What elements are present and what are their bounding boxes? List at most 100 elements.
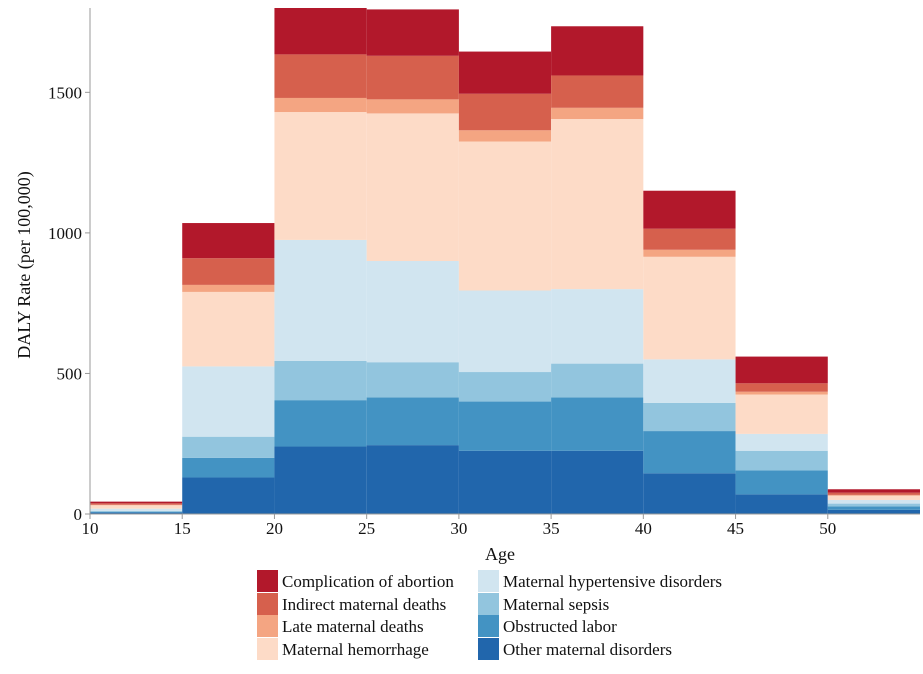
x-tick-label: 50 [819, 519, 836, 538]
bar-segment-maternal-hypertensive-disorders-20 [274, 239, 367, 361]
bar-segment-other-maternal-disorders-35 [551, 450, 644, 514]
bar-segment-indirect-maternal-deaths-20 [274, 54, 367, 98]
bar-segment-maternal-hypertensive-disorders-10 [90, 508, 183, 511]
bar-segment-obstructed-labor-25 [366, 397, 459, 446]
legend-swatch-maternal-hemorrhage [257, 638, 278, 660]
bar-segment-late-maternal-deaths-50 [827, 494, 920, 496]
legend-swatch-complication-of-abortion [257, 570, 278, 592]
bar-segment-indirect-maternal-deaths-25 [366, 55, 459, 100]
bar-segment-indirect-maternal-deaths-50 [827, 492, 920, 495]
bar-segment-late-maternal-deaths-30 [458, 130, 552, 142]
bar-segment-complication-of-abortion-45 [735, 356, 828, 384]
bar-segment-maternal-hypertensive-disorders-15 [182, 366, 275, 437]
bar-segment-maternal-hemorrhage-20 [274, 112, 367, 240]
bar-segment-complication-of-abortion-25 [366, 9, 459, 56]
bar-segment-maternal-hypertensive-disorders-40 [643, 359, 736, 403]
legend-label-complication-of-abortion: Complication of abortion [282, 572, 454, 591]
bar-segment-maternal-hemorrhage-50 [827, 495, 920, 500]
bar-segment-maternal-hemorrhage-40 [643, 256, 736, 360]
x-tick-label: 10 [82, 519, 99, 538]
bar-segment-other-maternal-disorders-40 [643, 473, 736, 514]
bar-segment-other-maternal-disorders-10 [90, 512, 183, 514]
bar-segment-complication-of-abortion-35 [551, 26, 644, 76]
bar-segment-other-maternal-disorders-45 [735, 494, 828, 514]
legend: Complication of abortion Indirect materna… [257, 570, 722, 660]
bar-segment-indirect-maternal-deaths-40 [643, 228, 736, 250]
x-tick-label: 40 [635, 519, 652, 538]
bar-segment-maternal-hypertensive-disorders-50 [827, 499, 920, 504]
bar-segment-maternal-sepsis-25 [366, 362, 459, 398]
bar-segment-other-maternal-disorders-30 [458, 450, 552, 514]
bar-segment-complication-of-abortion-30 [458, 51, 552, 94]
y-tick-label: 1000 [48, 224, 82, 243]
bar-segment-maternal-hypertensive-disorders-35 [551, 289, 644, 364]
bar-segment-late-maternal-deaths-20 [274, 97, 367, 113]
bar-segment-complication-of-abortion-40 [643, 190, 736, 229]
bar-segment-maternal-hemorrhage-25 [366, 113, 459, 261]
x-tick-label: 35 [543, 519, 560, 538]
bars-group [90, 8, 920, 514]
legend-swatch-late-maternal-deaths [257, 615, 278, 637]
bar-segment-maternal-sepsis-45 [735, 450, 828, 471]
bar-segment-obstructed-labor-35 [551, 397, 644, 451]
bar-segment-complication-of-abortion-20 [274, 8, 367, 55]
x-tick-label: 25 [358, 519, 375, 538]
bar-segment-complication-of-abortion-50 [827, 489, 920, 493]
legend-label-maternal-sepsis: Maternal sepsis [503, 595, 609, 614]
bar-segment-maternal-sepsis-35 [551, 363, 644, 398]
legend-swatch-indirect-maternal-deaths [257, 593, 278, 615]
x-tick-label: 15 [174, 519, 191, 538]
bar-segment-maternal-hemorrhage-15 [182, 291, 275, 367]
bar-segment-obstructed-labor-50 [827, 506, 920, 510]
x-tick-label: 20 [266, 519, 283, 538]
bar-segment-other-maternal-disorders-15 [182, 477, 275, 514]
bar-segment-maternal-hypertensive-disorders-45 [735, 433, 828, 451]
bar-segment-late-maternal-deaths-35 [551, 107, 644, 120]
legend-label-maternal-hypertensive-disorders: Maternal hypertensive disorders [503, 572, 722, 591]
y-tick-label: 1500 [48, 83, 82, 102]
bar-segment-complication-of-abortion-10 [90, 501, 183, 504]
bar-segment-maternal-sepsis-50 [827, 503, 920, 507]
bar-segment-obstructed-labor-15 [182, 457, 275, 478]
legend-label-late-maternal-deaths: Late maternal deaths [282, 617, 424, 636]
bar-segment-maternal-hemorrhage-10 [90, 505, 183, 509]
bar-segment-maternal-hemorrhage-30 [458, 141, 552, 291]
y-tick-label: 0 [74, 505, 83, 524]
bar-segment-maternal-sepsis-10 [90, 510, 183, 512]
bar-segment-indirect-maternal-deaths-35 [551, 75, 644, 108]
bar-segment-complication-of-abortion-15 [182, 223, 275, 259]
y-tick-label: 500 [57, 364, 83, 383]
bar-segment-indirect-maternal-deaths-15 [182, 258, 275, 285]
bar-segment-obstructed-labor-45 [735, 470, 828, 495]
x-tick-label: 30 [450, 519, 467, 538]
legend-swatch-maternal-sepsis [478, 593, 499, 615]
bar-segment-obstructed-labor-20 [274, 400, 367, 447]
bar-segment-indirect-maternal-deaths-45 [735, 383, 828, 392]
bar-segment-other-maternal-disorders-20 [274, 446, 367, 514]
bar-segment-maternal-sepsis-30 [458, 372, 552, 402]
legend-label-maternal-hemorrhage: Maternal hemorrhage [282, 640, 429, 659]
bar-segment-obstructed-labor-30 [458, 401, 552, 451]
bar-segment-late-maternal-deaths-10 [90, 504, 183, 506]
legend-label-obstructed-labor: Obstructed labor [503, 617, 617, 636]
bar-segment-late-maternal-deaths-15 [182, 284, 275, 292]
bar-segment-late-maternal-deaths-45 [735, 391, 828, 395]
legend-swatch-other-maternal-disorders [478, 638, 499, 660]
bar-segment-late-maternal-deaths-40 [643, 249, 736, 257]
bar-segment-maternal-sepsis-40 [643, 402, 736, 432]
legend-label-indirect-maternal-deaths: Indirect maternal deaths [282, 595, 446, 614]
bar-segment-indirect-maternal-deaths-10 [90, 503, 183, 505]
bar-segment-maternal-hypertensive-disorders-30 [458, 290, 552, 373]
bar-segment-obstructed-labor-10 [90, 511, 183, 513]
bar-segment-maternal-hemorrhage-35 [551, 119, 644, 290]
legend-swatch-maternal-hypertensive-disorders [478, 570, 499, 592]
x-tick-label: 45 [727, 519, 744, 538]
bar-segment-maternal-sepsis-20 [274, 360, 367, 401]
bar-segment-maternal-hypertensive-disorders-25 [366, 261, 459, 363]
bar-segment-maternal-sepsis-15 [182, 436, 275, 458]
bar-segment-maternal-hemorrhage-45 [735, 394, 828, 434]
bar-segment-other-maternal-disorders-50 [827, 509, 920, 514]
y-axis-title: DALY Rate (per 100,000) [14, 171, 35, 358]
